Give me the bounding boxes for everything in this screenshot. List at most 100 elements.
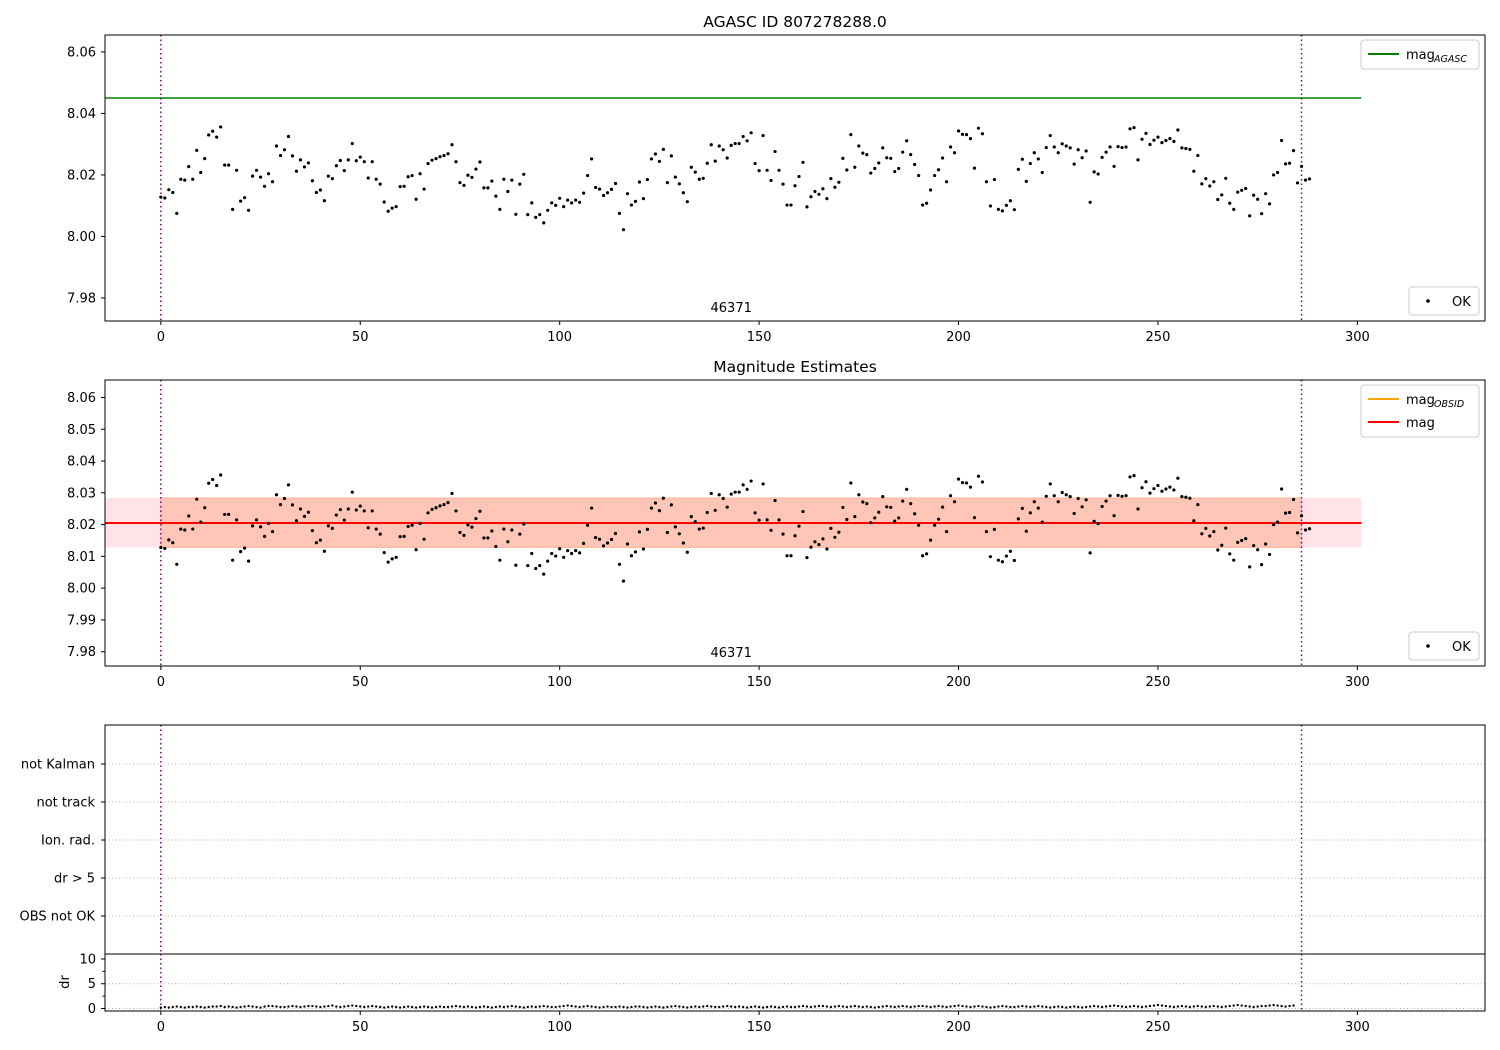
- dr-data-point: [650, 1005, 653, 1009]
- ok-data-point: [514, 563, 518, 567]
- ok-data-point: [777, 518, 781, 522]
- dr-data-point: [367, 1005, 370, 1008]
- x-tick-label: 100: [547, 330, 572, 345]
- ok-data-point: [637, 530, 642, 534]
- x-tick-label: 300: [1345, 1020, 1370, 1035]
- ok-data-point: [881, 495, 885, 499]
- ok-data-point: [510, 178, 514, 182]
- dr-data-point: [446, 1005, 450, 1009]
- ok-data-point: [246, 208, 251, 212]
- dr-data-point: [1033, 1005, 1036, 1008]
- ok-data-point: [1092, 170, 1096, 174]
- dr-data-point: [542, 1004, 545, 1008]
- dr-data-point: [1276, 1004, 1279, 1007]
- ok-data-point: [266, 172, 271, 176]
- y-tick-label: 7.98: [67, 291, 96, 306]
- dr-data-point: [1204, 1005, 1208, 1009]
- ok-data-point: [1056, 151, 1060, 155]
- ok-data-point: [454, 509, 458, 513]
- dr-data-point: [977, 1004, 980, 1008]
- dr-data-point: [339, 1005, 342, 1009]
- ok-data-point: [1176, 128, 1180, 132]
- ok-data-point: [725, 505, 729, 509]
- dr-data-point: [506, 1005, 510, 1008]
- ok-data-point: [330, 526, 334, 531]
- ok-data-point: [769, 528, 773, 532]
- ok-data-point: [171, 541, 175, 545]
- ok-data-point: [346, 158, 350, 162]
- dr-data-point: [502, 1005, 506, 1009]
- dr-data-point: [215, 1005, 218, 1008]
- dr-data-point: [438, 1005, 442, 1008]
- flag-category-label: Ion. rad.: [41, 834, 95, 849]
- ok-data-point: [753, 161, 757, 166]
- flag-category-label: dr > 5: [54, 872, 95, 887]
- legend-marker-swatch: [1426, 644, 1430, 648]
- dr-data-point: [1216, 1005, 1219, 1008]
- ok-data-point: [1032, 151, 1036, 155]
- ok-data-point: [470, 175, 474, 179]
- magnitude-estimates-panel: Magnitude Estimates 46371 0 50 100 150 200 250…: [67, 358, 1486, 690]
- dr-data-point: [1260, 1004, 1263, 1008]
- ok-data-point: [302, 514, 307, 518]
- ok-data-point: [936, 168, 941, 172]
- dr-data-point: [1164, 1004, 1168, 1008]
- y-tick-label: 8.02: [67, 168, 96, 183]
- ok-data-point: [366, 176, 370, 180]
- dr-data-point: [259, 1006, 262, 1009]
- ok-data-point: [187, 165, 191, 169]
- legend-label-subscript: AGASC: [1433, 54, 1467, 65]
- dr-data-point: [598, 1006, 601, 1009]
- dr-data-point: [410, 1005, 414, 1009]
- x-tick-label: 0: [157, 1020, 165, 1035]
- ok-data-point: [171, 190, 175, 195]
- dr-data-point: [1120, 1005, 1124, 1008]
- ok-data-point: [1108, 145, 1112, 149]
- obsid-annotation: 46371: [711, 646, 752, 661]
- ok-data-point: [1268, 552, 1272, 557]
- ok-data-point: [829, 177, 833, 181]
- ok-data-point: [729, 143, 733, 148]
- ok-data-point: [1236, 540, 1240, 544]
- ok-data-point: [629, 554, 634, 558]
- ok-data-point: [502, 177, 506, 181]
- dr-data-point: [570, 1004, 573, 1008]
- ok-data-point: [845, 168, 849, 172]
- ok-data-point: [1060, 142, 1064, 146]
- ok-data-point: [406, 175, 410, 179]
- ok-data-point: [877, 510, 881, 514]
- dr-data-point: [606, 1005, 609, 1008]
- dr-data-point: [638, 1005, 641, 1008]
- dr-data-point: [530, 1005, 533, 1008]
- ok-data-point: [593, 185, 598, 190]
- ok-data-point: [797, 524, 801, 528]
- dr-data-point: [311, 1004, 314, 1008]
- dr-data-point: [973, 1005, 976, 1008]
- dr-data-point: [171, 1005, 175, 1009]
- ok-data-point: [450, 491, 454, 496]
- ok-data-point: [761, 133, 765, 138]
- ok-data-point: [338, 158, 342, 163]
- ok-data-point: [873, 516, 877, 520]
- dr-data-point: [1116, 1004, 1120, 1008]
- dr-data-point: [769, 1005, 773, 1008]
- dr-data-point: [323, 1005, 326, 1008]
- x-tick-label: 50: [352, 330, 369, 345]
- ok-data-point: [566, 198, 570, 202]
- ok-data-point: [717, 144, 721, 148]
- ok-data-point: [378, 182, 382, 186]
- ok-data-point: [737, 141, 741, 146]
- ok-data-point: [929, 538, 933, 542]
- ok-data-point: [586, 523, 590, 527]
- ok-data-point: [306, 161, 311, 165]
- ok-data-point: [761, 482, 765, 486]
- y-tick-label: 8.02: [67, 518, 96, 533]
- dr-data-point: [510, 1004, 514, 1008]
- dr-data-point: [494, 1005, 498, 1009]
- ok-data-point: [262, 534, 267, 538]
- ok-data-point: [534, 566, 538, 571]
- ok-data-point: [318, 538, 322, 542]
- dr-data-point: [690, 1005, 693, 1009]
- x-tick-label: 200: [946, 1020, 971, 1035]
- ok-data-point: [849, 133, 853, 137]
